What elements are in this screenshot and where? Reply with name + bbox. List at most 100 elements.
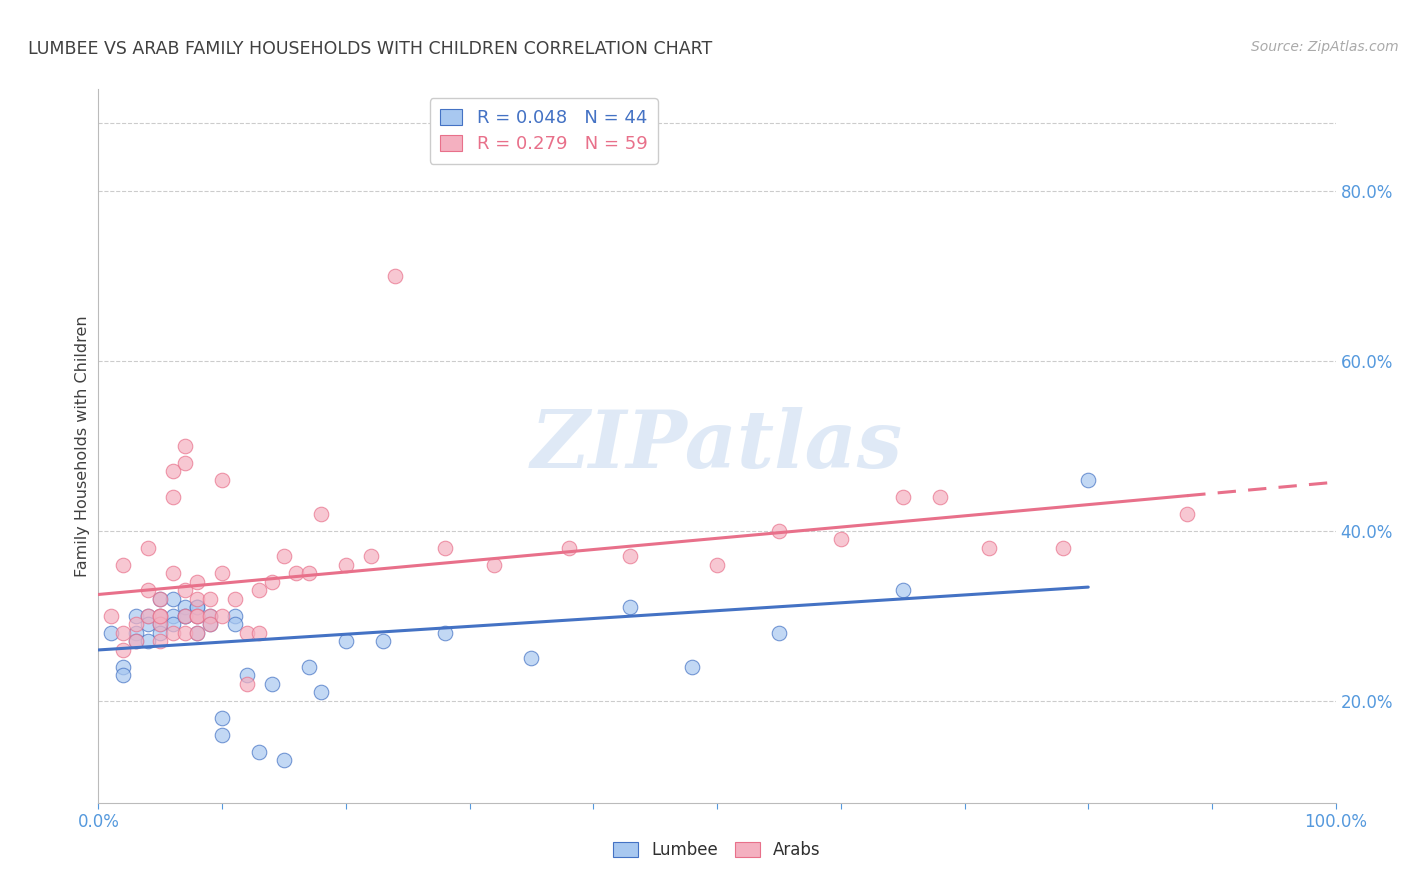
Point — [309, 685, 332, 699]
Point — [198, 591, 221, 606]
Point — [136, 583, 159, 598]
Point — [706, 558, 728, 572]
Point — [335, 558, 357, 572]
Point — [162, 465, 184, 479]
Point — [928, 490, 950, 504]
Point — [768, 524, 790, 538]
Point — [619, 600, 641, 615]
Point — [484, 558, 506, 572]
Point — [112, 660, 135, 674]
Point — [149, 608, 172, 623]
Point — [186, 608, 208, 623]
Point — [891, 583, 914, 598]
Point — [619, 549, 641, 564]
Point — [100, 608, 122, 623]
Point — [149, 608, 172, 623]
Point — [198, 608, 221, 623]
Point — [198, 617, 221, 632]
Point — [136, 608, 159, 623]
Point — [174, 608, 197, 623]
Point — [136, 617, 159, 632]
Point — [433, 626, 456, 640]
Point — [211, 711, 233, 725]
Point — [273, 753, 295, 767]
Text: LUMBEE VS ARAB FAMILY HOUSEHOLDS WITH CHILDREN CORRELATION CHART: LUMBEE VS ARAB FAMILY HOUSEHOLDS WITH CH… — [28, 40, 713, 58]
Point — [360, 549, 382, 564]
Y-axis label: Family Households with Children: Family Households with Children — [75, 315, 90, 577]
Point — [124, 634, 146, 648]
Point — [1175, 507, 1198, 521]
Point — [260, 677, 283, 691]
Point — [211, 728, 233, 742]
Point — [433, 541, 456, 555]
Point — [186, 591, 208, 606]
Point — [112, 668, 135, 682]
Point — [162, 490, 184, 504]
Point — [124, 626, 146, 640]
Point — [335, 634, 357, 648]
Point — [285, 566, 308, 581]
Point — [124, 608, 146, 623]
Point — [236, 626, 259, 640]
Point — [681, 660, 703, 674]
Point — [112, 558, 135, 572]
Point — [124, 634, 146, 648]
Point — [224, 617, 246, 632]
Point — [174, 608, 197, 623]
Point — [384, 269, 406, 284]
Point — [260, 574, 283, 589]
Point — [371, 634, 394, 648]
Point — [309, 507, 332, 521]
Text: Source: ZipAtlas.com: Source: ZipAtlas.com — [1251, 40, 1399, 54]
Point — [149, 617, 172, 632]
Point — [211, 566, 233, 581]
Point — [149, 626, 172, 640]
Point — [247, 583, 270, 598]
Point — [149, 591, 172, 606]
Point — [520, 651, 543, 665]
Point — [224, 608, 246, 623]
Point — [124, 617, 146, 632]
Point — [273, 549, 295, 564]
Point — [236, 668, 259, 682]
Point — [162, 566, 184, 581]
Point — [1077, 473, 1099, 487]
Point — [768, 626, 790, 640]
Point — [186, 600, 208, 615]
Point — [211, 473, 233, 487]
Point — [136, 541, 159, 555]
Point — [174, 608, 197, 623]
Point — [247, 745, 270, 759]
Point — [149, 608, 172, 623]
Point — [830, 533, 852, 547]
Point — [174, 456, 197, 470]
Point — [149, 591, 172, 606]
Point — [186, 626, 208, 640]
Point — [247, 626, 270, 640]
Point — [186, 626, 208, 640]
Point — [162, 608, 184, 623]
Point — [891, 490, 914, 504]
Point — [136, 634, 159, 648]
Point — [298, 566, 321, 581]
Point — [557, 541, 579, 555]
Point — [198, 617, 221, 632]
Point — [174, 583, 197, 598]
Point — [149, 634, 172, 648]
Point — [174, 600, 197, 615]
Point — [100, 626, 122, 640]
Point — [236, 677, 259, 691]
Point — [186, 608, 208, 623]
Point — [112, 643, 135, 657]
Point — [979, 541, 1001, 555]
Legend: Lumbee, Arabs: Lumbee, Arabs — [606, 835, 828, 866]
Point — [1052, 541, 1074, 555]
Point — [174, 439, 197, 453]
Point — [162, 626, 184, 640]
Text: ZIPatlas: ZIPatlas — [531, 408, 903, 484]
Point — [136, 608, 159, 623]
Point — [198, 608, 221, 623]
Point — [162, 617, 184, 632]
Point — [186, 574, 208, 589]
Point — [298, 660, 321, 674]
